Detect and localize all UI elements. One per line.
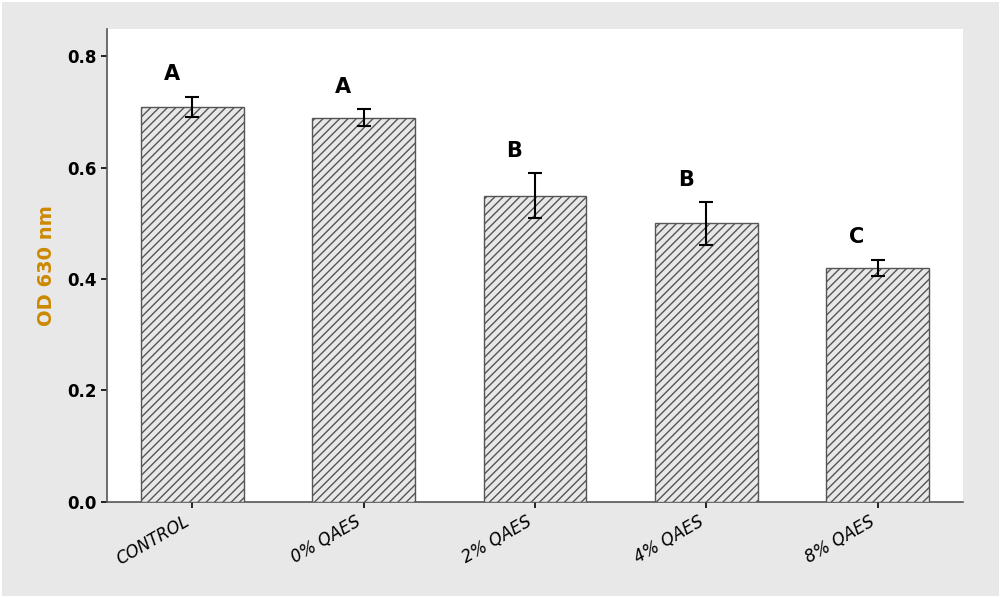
Text: A: A [164,64,180,84]
Text: B: B [678,170,694,190]
Bar [655,223,758,502]
Bar [484,196,586,502]
Text: A: A [335,77,351,97]
Bar [141,106,244,502]
Bar [312,118,415,502]
Text: B: B [507,141,522,161]
Bar [826,268,929,502]
Y-axis label: OD 630 nm: OD 630 nm [37,205,56,325]
Text: C: C [849,227,865,247]
